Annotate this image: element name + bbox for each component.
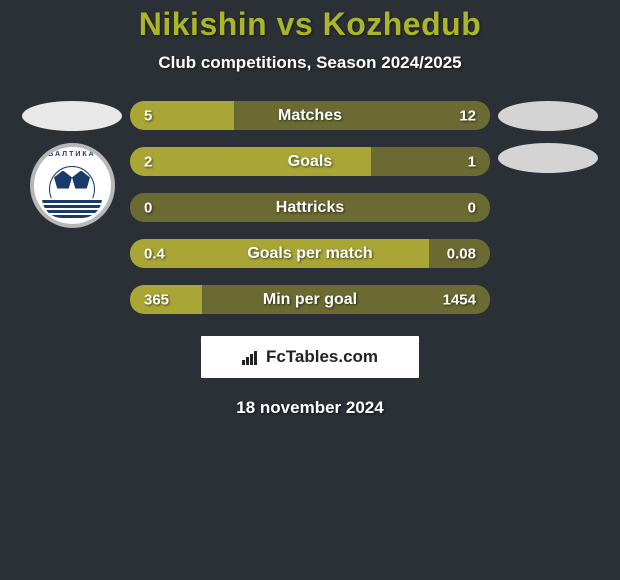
- club-logo-text: БАЛТИКА: [48, 151, 95, 158]
- stat-value-left: 2: [144, 153, 152, 170]
- stats-bars: 5 12 Matches 2 1 Goals 0 0 Hattricks 0.4 0.08 Goals…: [130, 101, 490, 314]
- stat-bar: 2 1 Goals: [130, 147, 490, 176]
- player-photo-placeholder-right-1: [498, 101, 598, 131]
- stat-value-left: 0.4: [144, 245, 165, 262]
- club-logo-left: БАЛТИКА: [30, 143, 115, 228]
- left-player-column: БАЛТИКА: [22, 101, 122, 228]
- stat-bar: 365 1454 Min per goal: [130, 285, 490, 314]
- stat-value-right: 12: [459, 107, 476, 124]
- stat-bar-segment-right: [234, 101, 490, 130]
- footer-brand-text: FcTables.com: [266, 347, 378, 367]
- page-subtitle: Club competitions, Season 2024/2025: [0, 53, 620, 73]
- player-photo-placeholder-right-2: [498, 143, 598, 173]
- footer-brand-box: FcTables.com: [201, 336, 419, 378]
- stat-value-left: 5: [144, 107, 152, 124]
- stat-value-right: 1454: [443, 291, 476, 308]
- stat-bar-segment-left: [130, 147, 371, 176]
- stat-label: Min per goal: [263, 291, 357, 309]
- stat-value-left: 365: [144, 291, 169, 308]
- stat-bar: 0 0 Hattricks: [130, 193, 490, 222]
- stat-label: Goals: [288, 153, 332, 171]
- stat-bar: 0.4 0.08 Goals per match: [130, 239, 490, 268]
- comparison-card: Nikishin vs Kozhedub Club competitions, …: [0, 0, 620, 418]
- date-text: 18 november 2024: [0, 398, 620, 418]
- bar-chart-icon: [242, 349, 262, 365]
- player-photo-placeholder-left: [22, 101, 122, 131]
- stat-label: Matches: [278, 107, 342, 125]
- stat-value-right: 0.08: [447, 245, 476, 262]
- stat-value-left: 0: [144, 199, 152, 216]
- stat-value-right: 1: [468, 153, 476, 170]
- stat-label: Hattricks: [276, 199, 344, 217]
- stat-bar: 5 12 Matches: [130, 101, 490, 130]
- waves-icon: [42, 198, 102, 218]
- right-player-column: [498, 101, 598, 173]
- stat-value-right: 0: [468, 199, 476, 216]
- page-title: Nikishin vs Kozhedub: [0, 6, 620, 43]
- main-row: БАЛТИКА 512Matches21Goals00Hattricks0.40…: [0, 101, 620, 314]
- stat-label: Goals per match: [247, 245, 372, 263]
